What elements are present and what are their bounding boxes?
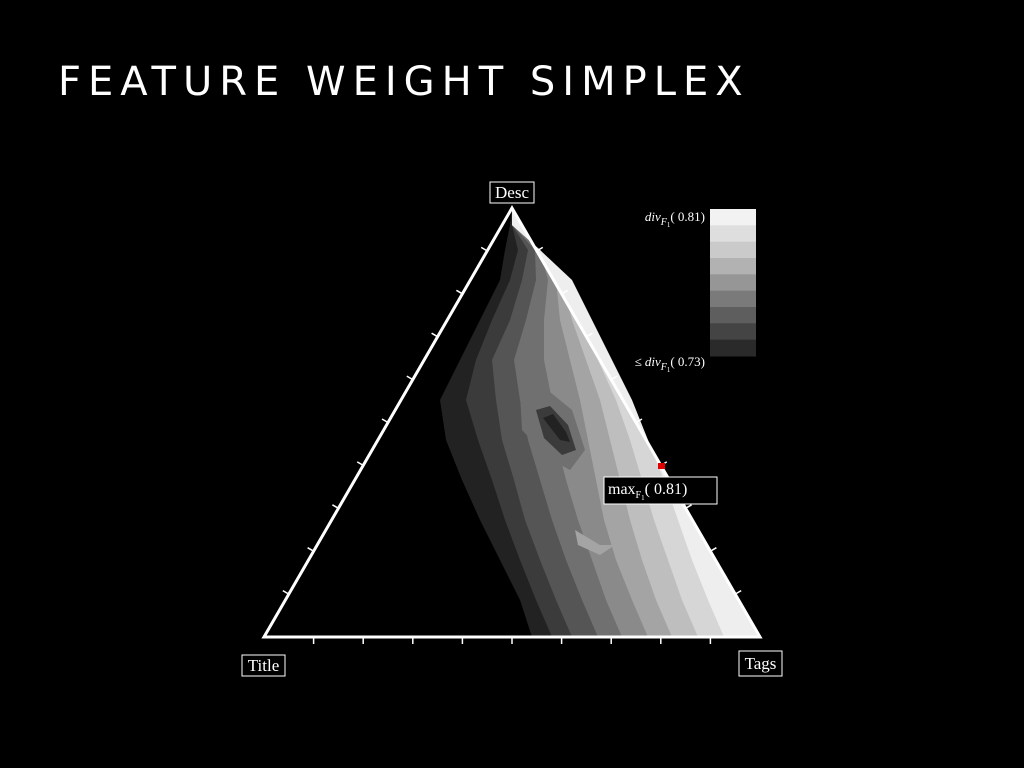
legend-max-sub: F — [660, 217, 668, 228]
tick-left — [282, 589, 290, 595]
legend-max-prefix: div — [645, 209, 661, 224]
tick-left — [456, 289, 463, 295]
max-prefix: max — [608, 481, 636, 498]
legend-min-prefix: div — [645, 354, 661, 369]
legend-min-label: ≤ divF1( 0.73) — [635, 354, 705, 374]
colorbar-legend: divF1( 0.81) ≤ divF1( 0.73) — [635, 209, 756, 374]
vertex-label-title-text: Title — [248, 656, 280, 675]
tick-left — [431, 332, 438, 338]
contour-ridge — [575, 530, 615, 555]
tick-right — [635, 418, 643, 424]
colorbar-swatch — [710, 258, 756, 275]
vertex-label-tags: Tags — [738, 650, 783, 677]
max-sub: F — [636, 490, 642, 501]
tick-right — [610, 375, 618, 381]
colorbar-swatch — [710, 307, 756, 324]
tick-right — [561, 289, 568, 295]
tick-right — [685, 504, 692, 509]
tick-left — [307, 547, 314, 552]
colorbar-swatch — [710, 323, 756, 341]
tick-left — [406, 375, 414, 381]
colorbar-swatches — [710, 209, 756, 357]
colorbar-swatch — [710, 274, 756, 292]
colorbar-swatch — [710, 209, 756, 226]
slide-title: FEATURE WEIGHT SIMPLEX — [58, 59, 750, 105]
max-value: ( 0.81) — [645, 481, 688, 498]
tick-right — [734, 589, 742, 595]
legend-max-subsub: 1 — [667, 221, 671, 229]
colorbar-swatch — [710, 290, 756, 308]
tick-layer — [282, 246, 742, 644]
tick-right — [536, 246, 544, 252]
colorbar-swatch — [710, 241, 756, 259]
tick-left — [332, 504, 339, 509]
legend-min-value: ( 0.73) — [670, 354, 705, 369]
legend-min-subsub: 1 — [667, 366, 671, 374]
max-subsub: 1 — [641, 494, 645, 502]
legend-min-sub: F — [660, 362, 668, 373]
legend-max-label: divF1( 0.81) — [645, 209, 705, 229]
max-marker — [658, 463, 665, 469]
colorbar-swatch — [710, 339, 756, 357]
vertex-label-tags-text: Tags — [745, 654, 777, 673]
legend-max-value: ( 0.81) — [670, 209, 705, 224]
vertex-label-desc-text: Desc — [495, 183, 529, 202]
tick-left — [356, 461, 364, 467]
tick-left — [480, 246, 488, 252]
tick-right — [710, 547, 717, 552]
vertex-label-desc: Desc — [489, 181, 535, 204]
vertex-label-title: Title — [241, 654, 286, 677]
max-annotation: maxF1( 0.81) — [603, 463, 718, 505]
tick-right — [586, 332, 593, 338]
colorbar-swatch — [710, 225, 756, 243]
contour-island-core — [543, 414, 570, 442]
legend-min-symbol: ≤ — [635, 354, 642, 369]
tick-left — [381, 418, 389, 424]
max-label: maxF1( 0.81) — [608, 481, 687, 502]
